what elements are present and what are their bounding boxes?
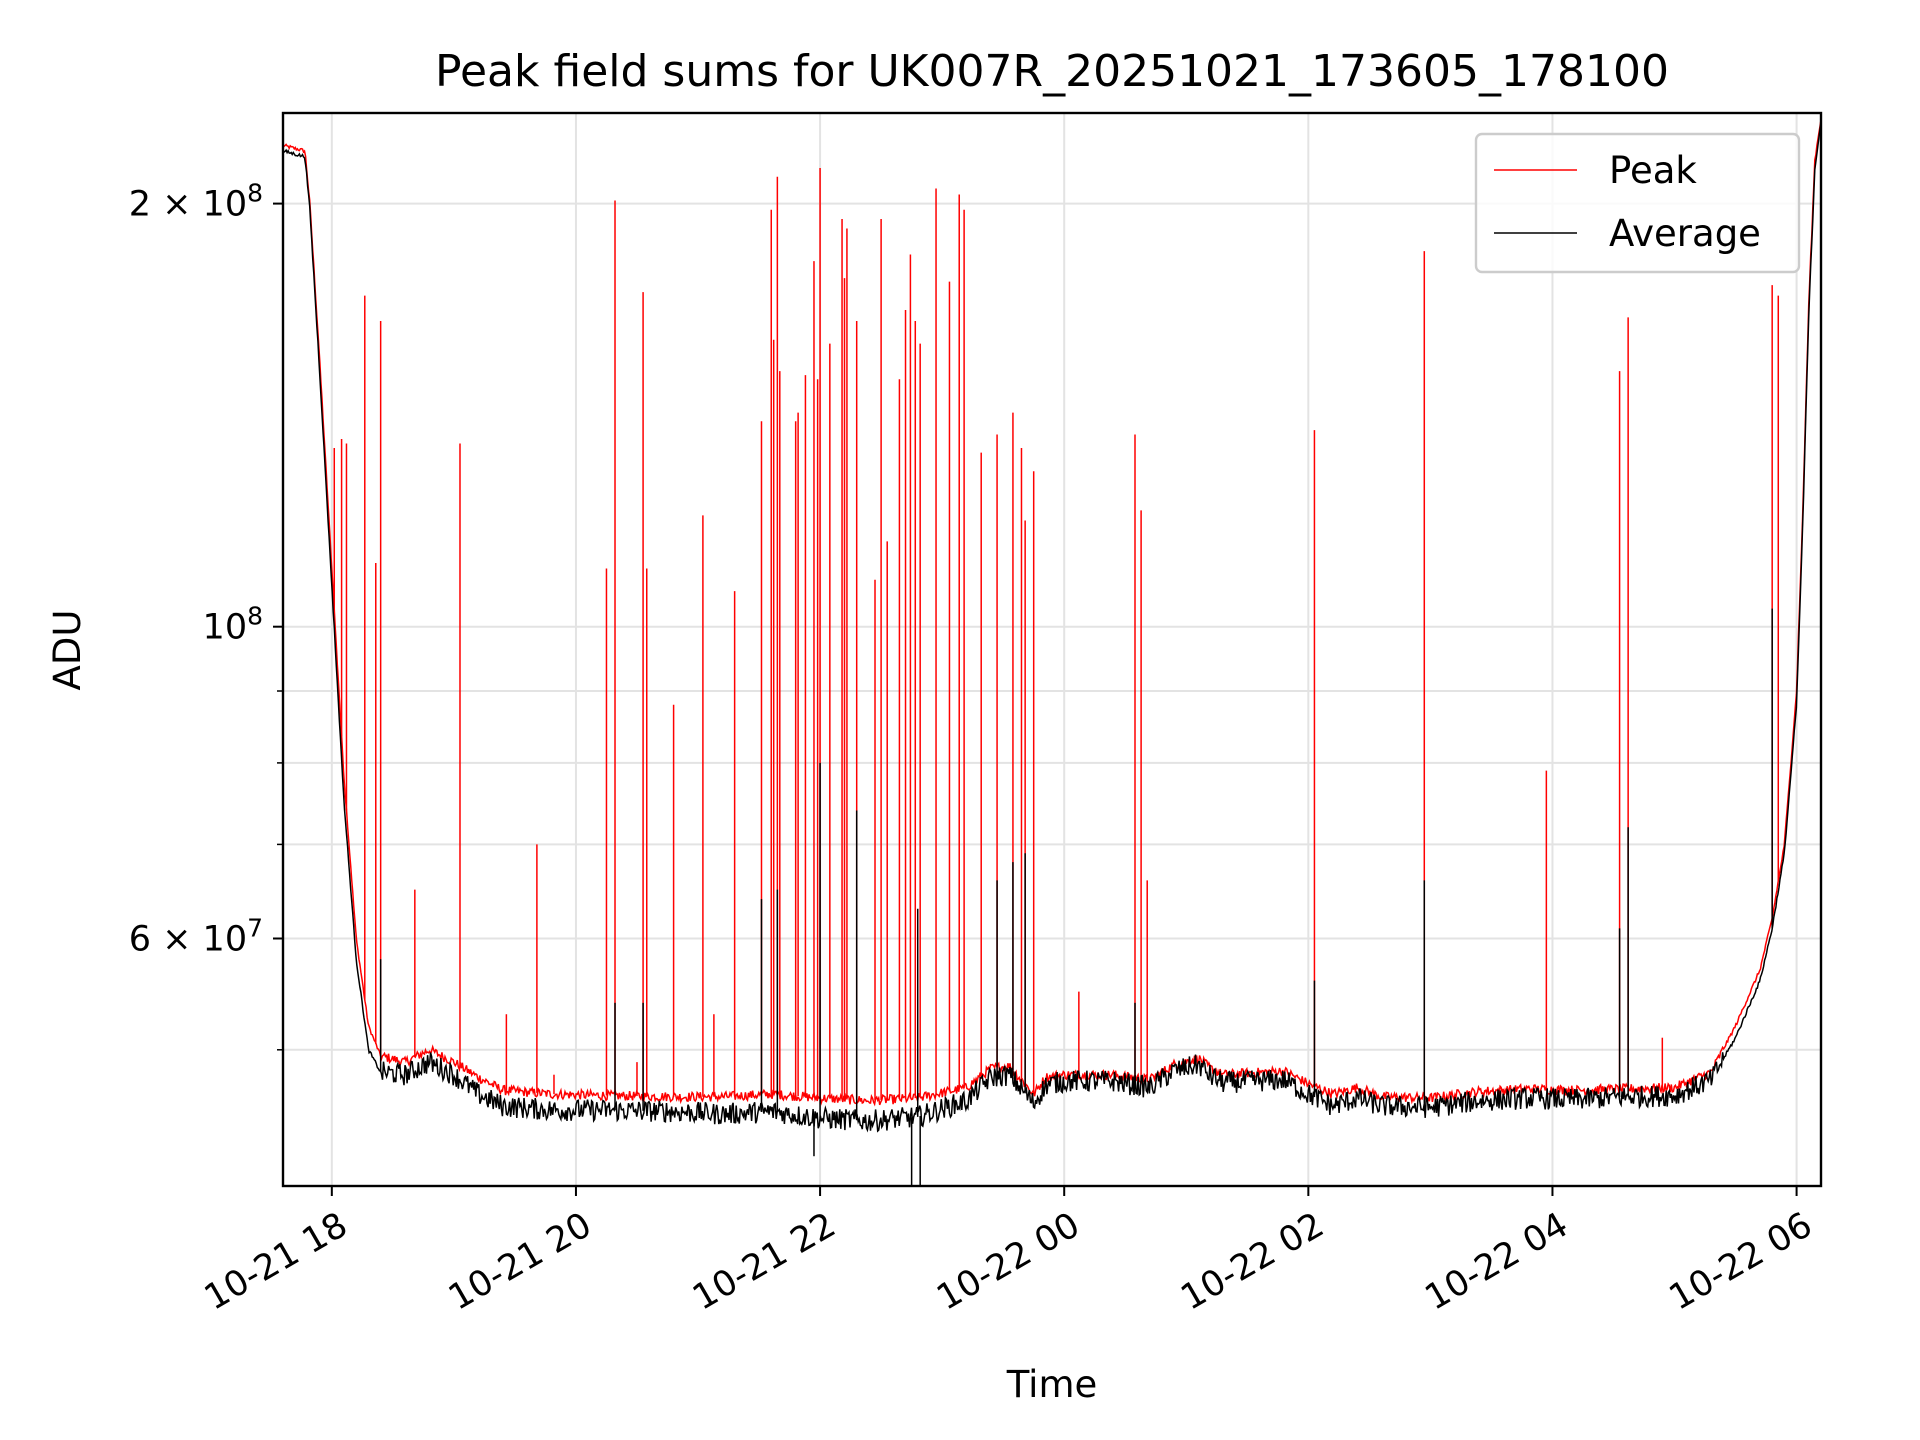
y-tick-label-exponent: 8 bbox=[247, 602, 263, 631]
y-tick-label-base: 6 × 10 bbox=[129, 920, 247, 960]
x-axis-label: Time bbox=[1006, 1363, 1098, 1406]
y-tick-label: 108 bbox=[203, 602, 263, 648]
chart-title: Peak field sums for UK007R_20251021_1736… bbox=[435, 46, 1669, 97]
series-peak bbox=[283, 119, 1821, 1107]
y-axis-label: ADU bbox=[46, 610, 89, 691]
legend-label-peak: Peak bbox=[1609, 149, 1697, 192]
y-tick-label-exponent: 8 bbox=[247, 179, 263, 208]
y-tick-label: 6 × 107 bbox=[129, 914, 263, 960]
y-tick-label: 2 × 108 bbox=[129, 179, 263, 225]
y-tick-label-base: 10 bbox=[203, 608, 248, 648]
plot-area-frame bbox=[281, 111, 1823, 1188]
y-tick-label-exponent: 7 bbox=[247, 914, 263, 943]
series-average bbox=[283, 121, 1821, 1186]
series-line-average bbox=[283, 121, 1821, 1133]
legend-label-average: Average bbox=[1609, 212, 1761, 255]
series-layer bbox=[283, 119, 1821, 1186]
legend: Peak Average bbox=[1474, 132, 1801, 274]
y-tick-label-base: 2 × 10 bbox=[129, 185, 247, 225]
legend-box bbox=[1474, 132, 1801, 274]
